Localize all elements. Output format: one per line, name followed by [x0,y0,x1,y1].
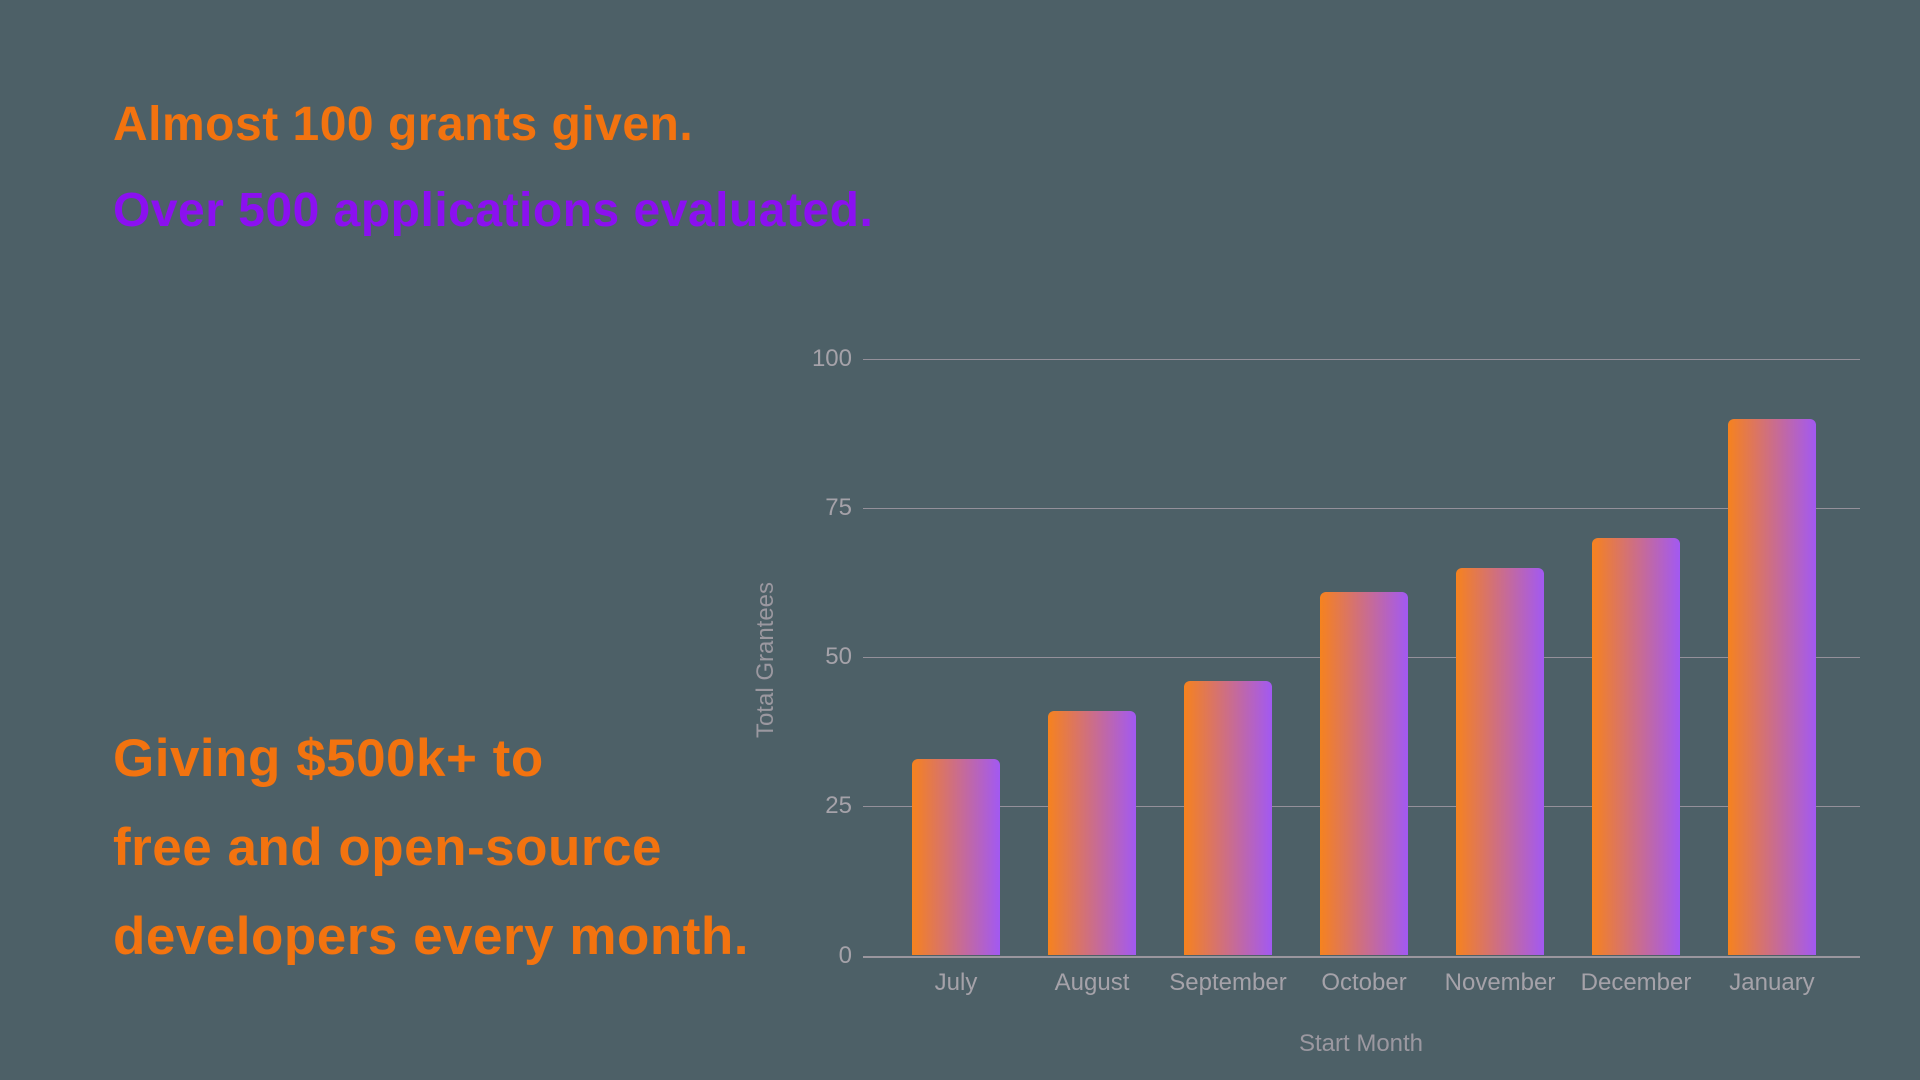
bar-december [1592,537,1680,956]
message-line-developers: developers every month. [113,907,749,966]
y-tick-label-75: 75 [825,494,852,522]
gridline-100 [863,359,1860,360]
x-tick-label-august: August [1054,969,1130,996]
x-tick-label-december: December [1580,969,1692,996]
headline-grants: Almost 100 grants given. [113,98,694,151]
message-block: Giving $500k+ to free and open-source de… [113,714,749,981]
x-tick-label-july: July [934,969,978,996]
bar-october [1320,591,1408,956]
message-line-giving: Giving $500k+ to [113,729,544,788]
x-tick-label-september: September [1169,969,1287,996]
message-line-foss: free and open-source [113,818,662,877]
y-tick-label-50: 50 [825,643,852,671]
bar-july [912,758,1000,956]
bar-september [1184,681,1272,956]
x-axis-line [863,955,1860,958]
bar-august [1048,710,1136,956]
y-tick-label-0: 0 [838,941,852,969]
y-tick-label-25: 25 [825,792,852,820]
x-tick-label-october: October [1321,969,1407,996]
bar-november [1456,567,1544,956]
x-tick-label-november: November [1444,969,1556,996]
gridline-75 [863,508,1860,510]
y-tick-label-100: 100 [811,345,852,372]
headline-applications: Over 500 applications evaluated. [113,184,874,237]
bar-january [1728,418,1816,956]
x-axis-title: Start Month [1298,1030,1424,1057]
headline-block: Almost 100 grants given. Over 500 applic… [113,82,873,254]
x-tick-label-january: January [1729,969,1815,996]
